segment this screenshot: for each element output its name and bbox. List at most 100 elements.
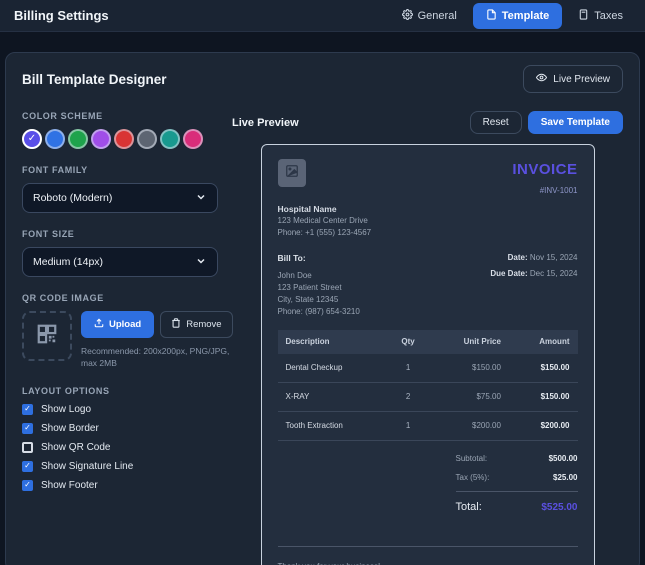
layout-option-show-logo[interactable]: ✓ Show Logo xyxy=(22,403,218,415)
patient-name: John Doe xyxy=(277,271,312,280)
trash-icon xyxy=(171,318,181,331)
patient-phone: Phone: (987) 654-3210 xyxy=(277,307,360,316)
hospital-phone: Phone: +1 (555) 123-4567 xyxy=(277,228,372,238)
checkbox-checked-icon[interactable]: ✓ xyxy=(22,460,33,472)
qr-code-placeholder[interactable] xyxy=(22,311,72,361)
bill-to-label: Bill To: xyxy=(277,253,306,264)
qr-code-icon xyxy=(36,323,58,350)
font-family-label: FONT FAMILY xyxy=(22,165,88,175)
upload-button-label: Upload xyxy=(109,319,142,330)
date-label: Date: xyxy=(507,253,528,263)
totals-block: Subtotal: $500.00 Tax (5%): $25.00 Total… xyxy=(455,453,578,516)
bill-to-block: Bill To: John Doe 123 Patient Street Cit… xyxy=(278,252,360,318)
tax-label: Tax (5%): xyxy=(455,473,490,482)
dates-block: Date: Nov 15, 2024 Due Date: Dec 15, 202… xyxy=(490,252,577,318)
check-icon: ✓ xyxy=(27,133,37,144)
total-label: Total: xyxy=(455,501,482,513)
reset-button[interactable]: Reset xyxy=(469,111,522,134)
table-cell: $75.00 xyxy=(429,382,509,412)
save-template-button[interactable]: Save Template xyxy=(527,111,623,134)
hospital-info: Hospital Name 123 Medical Center Drive P… xyxy=(278,203,578,240)
upload-icon xyxy=(94,318,104,331)
designer-header: Bill Template Designer Live Preview xyxy=(6,53,639,99)
patient-address1: 123 Patient Street xyxy=(277,283,342,292)
bill-template-designer-card: Bill Template Designer Live Preview COLO… xyxy=(5,52,640,565)
column-header: Unit Price xyxy=(429,330,509,354)
footer-divider xyxy=(277,545,578,547)
tab-taxes[interactable]: Taxes xyxy=(570,5,631,27)
invoice-table-body: Dental Checkup 1 $150.00 $150.00 X-RAY 2 $75.0… xyxy=(277,354,578,441)
invoice-preview: INVOICE #INV-1001 Hospital Name 123 Medi… xyxy=(260,144,595,565)
top-bar: Billing Settings General Template Taxes xyxy=(0,0,645,32)
date-value: Nov 15, 2024 xyxy=(529,253,578,263)
font-family-value: Roboto (Modern) xyxy=(33,192,113,204)
color-swatch-1[interactable]: ✓ xyxy=(22,129,42,149)
live-preview-button-label: Live Preview xyxy=(553,73,610,85)
font-family-select[interactable]: Roboto (Modern) xyxy=(22,183,218,213)
due-date-value: Dec 15, 2024 xyxy=(529,269,578,279)
subtotal-value: $500.00 xyxy=(548,454,578,463)
qr-upload-hint: Recommended: 200x200px, PNG/JPG, max 2MB xyxy=(81,346,230,369)
font-size-value: Medium (14px) xyxy=(33,256,104,268)
layout-option-label: Show Footer xyxy=(41,479,98,491)
column-header: Description xyxy=(277,330,387,354)
layout-option-show-qr-code[interactable]: Show QR Code xyxy=(22,441,218,453)
color-swatch-3[interactable] xyxy=(68,129,88,149)
checkbox-checked-icon[interactable]: ✓ xyxy=(22,422,33,434)
chevron-down-icon xyxy=(195,191,207,206)
tax-value: $25.00 xyxy=(553,473,578,482)
table-cell: $150.00 xyxy=(429,354,509,383)
totals-divider xyxy=(455,491,578,492)
color-swatch-5[interactable] xyxy=(114,129,134,149)
table-cell: Dental Checkup xyxy=(277,354,387,383)
preview-title: Live Preview xyxy=(232,116,299,129)
table-cell: $200.00 xyxy=(429,411,509,441)
live-preview-button[interactable]: Live Preview xyxy=(523,65,623,93)
column-header: Qty xyxy=(386,330,430,354)
color-swatch-4[interactable] xyxy=(91,129,111,149)
color-swatch-6[interactable] xyxy=(137,129,157,149)
color-swatch-2[interactable] xyxy=(45,129,65,149)
patient-address2: City, State 12345 xyxy=(277,295,339,304)
signature-line xyxy=(500,561,578,565)
chevron-down-icon xyxy=(195,255,207,270)
file-icon xyxy=(486,8,497,23)
tab-taxes-label: Taxes xyxy=(594,9,623,22)
layout-option-label: Show Signature Line xyxy=(41,460,134,472)
font-size-select[interactable]: Medium (14px) xyxy=(22,247,218,277)
color-swatch-8[interactable] xyxy=(183,129,203,149)
upload-button[interactable]: Upload xyxy=(81,311,155,338)
layout-option-label: Show QR Code xyxy=(41,441,111,453)
layout-option-show-footer[interactable]: ✓ Show Footer xyxy=(22,479,218,491)
invoice-table-header-row: Description Qty Unit Price Amount xyxy=(277,330,578,354)
designer-title: Bill Template Designer xyxy=(22,71,167,87)
designer-controls: COLOR SCHEME ✓ FONT FAMILY Roboto (Moder… xyxy=(22,99,233,565)
total-value: $525.00 xyxy=(541,501,578,513)
color-swatch-7[interactable] xyxy=(160,129,180,149)
layout-option-label: Show Logo xyxy=(41,403,92,415)
font-size-label: FONT SIZE xyxy=(22,229,75,239)
page-title: Billing Settings xyxy=(14,8,109,23)
invoice-heading: INVOICE xyxy=(512,161,578,178)
subtotal-label: Subtotal: xyxy=(455,454,488,463)
layout-options-list: ✓ Show Logo ✓ Show Border Show QR Code ✓ Show … xyxy=(22,403,218,491)
settings-tabs: General Template Taxes xyxy=(394,2,631,29)
gear-icon xyxy=(401,8,413,23)
checkbox-checked-icon[interactable]: ✓ xyxy=(22,403,33,415)
checkbox-unchecked-icon[interactable] xyxy=(22,441,33,453)
calculator-icon xyxy=(578,8,589,23)
tab-general[interactable]: General xyxy=(394,5,465,27)
layout-option-show-border[interactable]: ✓ Show Border xyxy=(22,422,218,434)
checkbox-checked-icon[interactable]: ✓ xyxy=(22,479,33,491)
table-cell: $150.00 xyxy=(508,382,578,412)
table-cell: 2 xyxy=(386,382,430,412)
table-row: Tooth Extraction 1 $200.00 $200.00 xyxy=(277,411,578,441)
layout-option-show-signature-line[interactable]: ✓ Show Signature Line xyxy=(22,460,218,472)
remove-button[interactable]: Remove xyxy=(160,311,233,338)
table-row: X-RAY 2 $75.00 $150.00 xyxy=(277,382,578,412)
hospital-name: Hospital Name xyxy=(277,203,337,214)
tab-template-label: Template xyxy=(501,9,550,22)
due-date-label: Due Date: xyxy=(490,269,528,279)
table-cell: X-RAY xyxy=(277,382,387,412)
tab-template[interactable]: Template xyxy=(472,2,563,29)
